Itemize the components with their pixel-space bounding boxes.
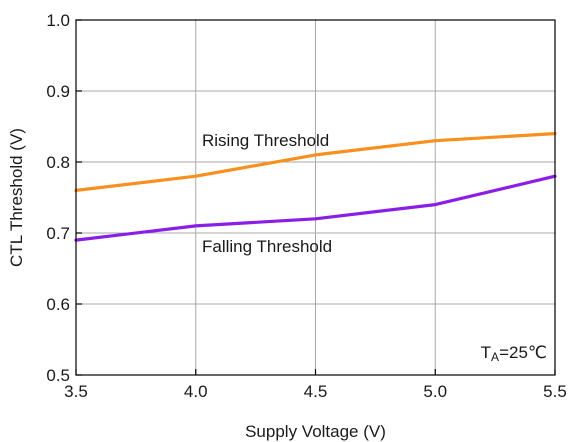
x-tick-label: 3.5 <box>64 382 88 401</box>
falling-threshold-line <box>74 174 557 242</box>
temperature-annotation: TA=25℃ <box>481 343 547 364</box>
y-tick-label: 0.9 <box>46 82 70 101</box>
grid-lines <box>76 20 555 375</box>
series-labels: Rising Threshold Falling Threshold <box>202 131 332 256</box>
x-tick-label: 4.0 <box>184 382 208 401</box>
y-tick-label: 1.0 <box>46 11 70 30</box>
x-tick-label: 5.5 <box>543 382 567 401</box>
series-lines <box>74 132 557 242</box>
falling-threshold-label: Falling Threshold <box>202 237 332 256</box>
rising-threshold-label: Rising Threshold <box>202 131 329 150</box>
x-tick-label: 5.0 <box>423 382 447 401</box>
y-tick-label: 0.5 <box>46 366 70 385</box>
annotation-rest: =25℃ <box>499 343 547 362</box>
y-tick-label: 0.7 <box>46 224 70 243</box>
x-axis-label: Supply Voltage (V) <box>245 422 386 441</box>
annotation-subscript: A <box>491 350 499 364</box>
rising-threshold-line <box>74 132 557 192</box>
y-axis-label: CTL Threshold (V) <box>7 128 26 267</box>
x-tick-label: 4.5 <box>304 382 328 401</box>
y-tick-label: 0.8 <box>46 153 70 172</box>
y-tick-label: 0.6 <box>46 295 70 314</box>
axis-ticks: 3.5 4.0 4.5 5.0 5.5 0.5 0.6 0.7 0.8 0.9 1.0 <box>46 11 566 401</box>
annotation-main: T <box>481 343 491 362</box>
